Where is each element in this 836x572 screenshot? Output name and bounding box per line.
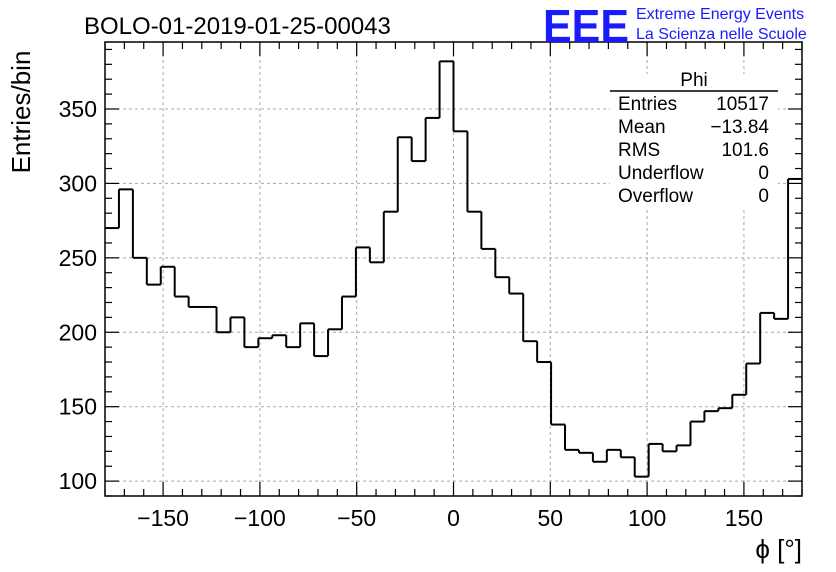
logo-line1: Extreme Energy Events [636, 6, 804, 23]
x-tick-label: −150 [137, 505, 189, 531]
stats-row-label: Entries [618, 94, 677, 115]
stats-row-label: Mean [618, 117, 666, 138]
stats-row-value: 10517 [716, 94, 769, 115]
y-tick-labels: 100 150 200 250 300 350 [59, 96, 97, 494]
stats-box-background [610, 74, 778, 209]
x-tick-label: 0 [447, 505, 460, 531]
y-tick-label: 100 [59, 468, 97, 494]
logo-line2: La Scienza nelle Scuole [636, 26, 807, 43]
x-tick-label: 150 [725, 505, 763, 531]
stats-rows: Entries 10517 Mean −13.84 RMS 101.6 Underflow 0… [618, 94, 769, 207]
stats-row-label: Overflow [618, 186, 693, 207]
y-tick-label: 250 [59, 245, 97, 271]
stats-box: Phi Entries 10517 Mean −13.84 RMS 101.6 Underf… [610, 70, 778, 209]
axes [104, 41, 803, 497]
y-tick-label: 350 [59, 96, 97, 122]
histogram-bars [105, 60, 802, 478]
x-tick-label: 50 [538, 505, 564, 531]
y-axis-title: Entries/bin [6, 51, 36, 174]
x-axis-title: ϕ [°] [755, 534, 802, 564]
chart-title: BOLO-01-2019-01-25-00043 [84, 13, 391, 40]
stats-row-label: RMS [618, 140, 660, 161]
x-tick-labels: −150 −100 −50 0 50 100 150 [137, 505, 763, 531]
y-tick-label: 200 [59, 319, 97, 345]
stats-title: Phi [680, 70, 707, 91]
stats-row-value: 101.6 [721, 140, 769, 161]
y-tick-label: 150 [59, 394, 97, 420]
x-tick-label: 100 [628, 505, 666, 531]
stats-row-label: Underflow [618, 163, 704, 184]
stats-row-value: −13.84 [710, 117, 769, 138]
y-tick-label: 300 [59, 170, 97, 196]
x-tick-label: −50 [337, 505, 376, 531]
stats-row-value: 0 [758, 186, 769, 207]
eee-logo: EEE Extreme Energy Events La Scienza nel… [543, 0, 807, 52]
stats-row-value: 0 [758, 163, 769, 184]
x-tick-label: −100 [234, 505, 286, 531]
eee-logo-mark: EEE [543, 0, 629, 52]
